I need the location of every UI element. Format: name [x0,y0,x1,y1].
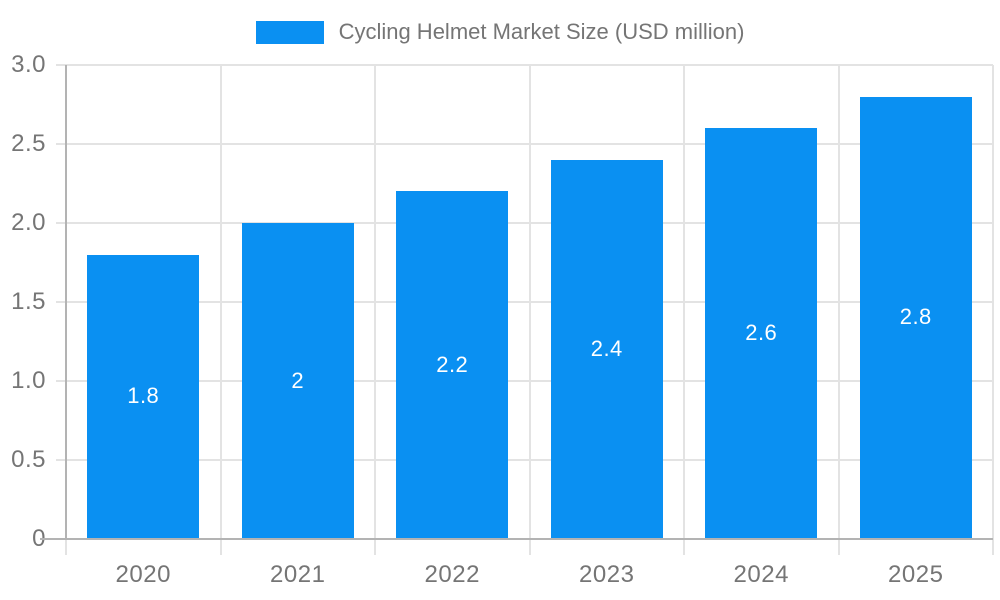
y-axis-line [65,65,67,540]
x-gridline [683,65,685,555]
x-gridline [219,65,222,555]
y-gridline [56,459,993,461]
y-tick-label: 2.0 [11,209,46,236]
y-gridline [56,143,993,145]
bar-value-label: 2.4 [590,335,623,361]
y-gridline [56,222,993,224]
x-tick-label: 2025 [888,561,944,588]
y-gridline [56,380,993,382]
bar-value-label: 1.8 [127,383,160,409]
x-tick-label: 2024 [733,561,789,588]
x-gridline [992,65,994,555]
x-tick-label: 2021 [270,561,326,588]
y-tick-label: 0.5 [11,446,46,473]
x-tick-label: 2022 [424,561,480,588]
legend-label: Cycling Helmet Market Size (USD million) [338,19,745,44]
y-tick-label: 1.0 [11,367,46,394]
bar-value-label: 2.2 [436,351,469,377]
bar: 2.4 [550,159,663,538]
y-tick-label: 3.0 [11,51,46,78]
x-gridline [528,65,531,555]
bar-value-label: 2.6 [745,320,778,346]
y-gridline [56,64,993,66]
bar: 2.2 [396,191,509,538]
y-tick-label: 1.5 [11,288,46,315]
x-axis-line [40,538,993,540]
bar: 1.8 [87,254,200,538]
x-gridline [374,65,376,555]
x-tick-label: 2020 [115,561,171,588]
bar-value-label: 2.8 [899,304,932,330]
x-gridline [837,65,840,555]
legend: Cycling Helmet Market Size (USD million) [0,19,1000,45]
y-gridline [56,301,993,303]
bar-value-label: 2 [291,367,305,393]
legend-swatch [255,20,324,44]
bar: 2.6 [705,128,818,538]
y-tick-label: 0 [32,525,46,552]
x-tick-label: 2023 [579,561,635,588]
bar: 2.8 [859,96,972,538]
y-tick-label: 2.5 [11,130,46,157]
bar: 2 [241,223,354,538]
